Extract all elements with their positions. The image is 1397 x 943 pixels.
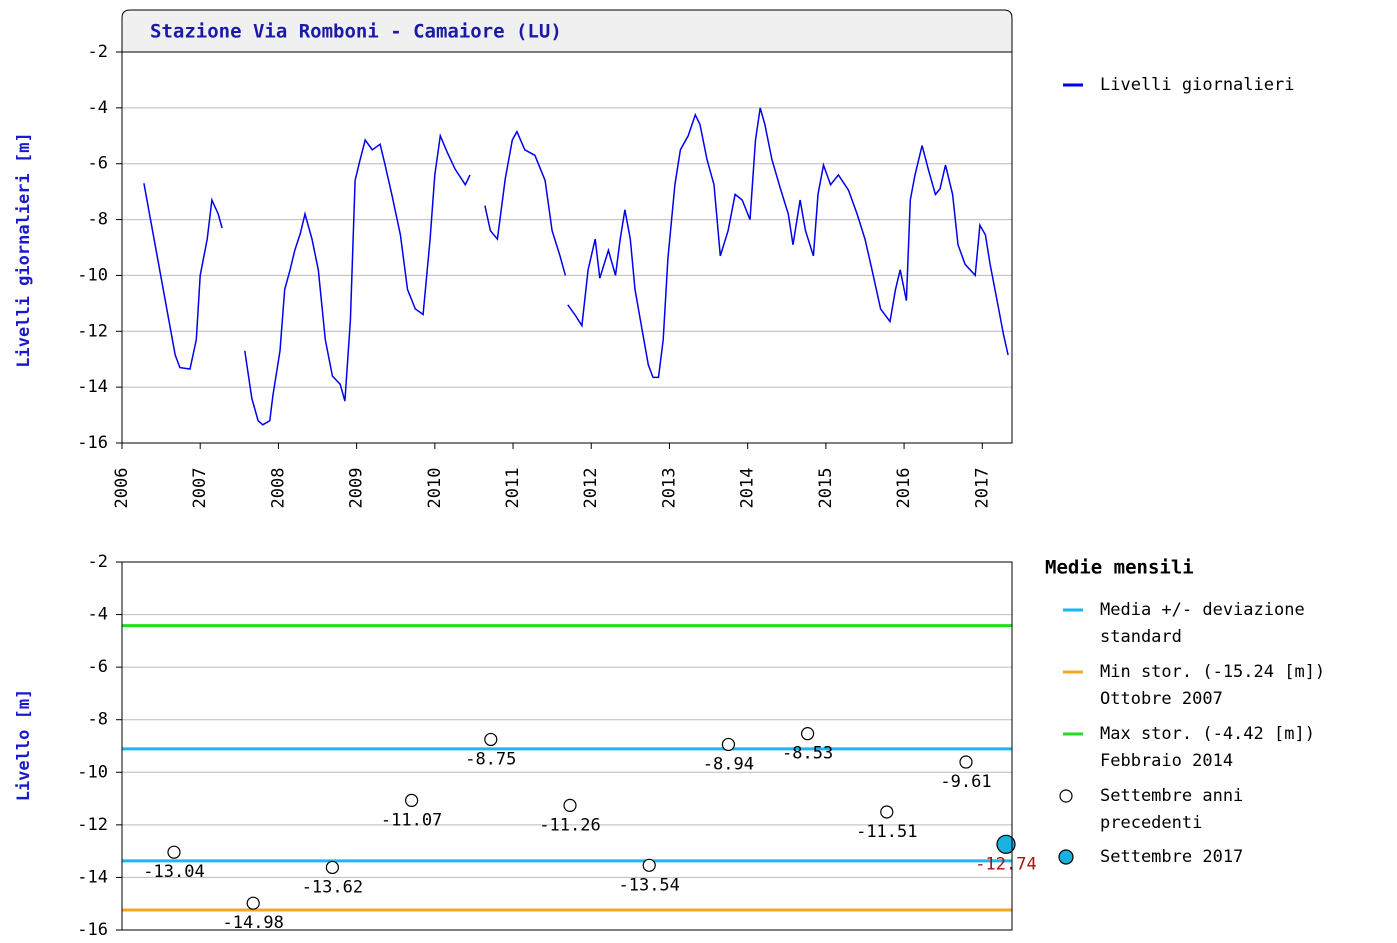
data-point [167,845,181,859]
data-point [325,860,339,875]
y-tick-label: -10 [77,265,108,285]
y-tick-label: -2 [88,42,108,62]
data-label: -11.51 [856,822,917,842]
y-tick-label: -6 [88,154,108,174]
legend-label: Ottobre 2007 [1100,689,1223,709]
x-tick-label: 2012 [581,468,601,509]
data-point [800,727,815,741]
y-tick-label: -10 [77,762,108,782]
y-tick-label: -12 [77,321,108,341]
x-tick-label: 2016 [894,468,914,509]
data-label: -13.62 [302,877,363,897]
y-tick-label: -12 [77,815,108,835]
x-tick-label: 2010 [425,468,445,509]
legend-marker [1059,789,1073,803]
x-tick-label: 2008 [268,468,288,509]
legend-label: Min stor. (-15.24 [m]) [1100,662,1325,682]
data-label: -12.74 [975,854,1036,874]
x-tick-label: 2014 [738,468,758,509]
x-tick-label: 2015 [816,468,836,509]
data-label: -13.54 [618,875,679,895]
y-tick-label: -2 [88,552,108,572]
legend-label: Settembre anni [1100,786,1243,806]
legend-label: precedenti [1100,813,1202,833]
x-tick-label: 2006 [112,468,132,509]
x-tick-label: 2007 [190,468,210,509]
data-point [405,793,419,808]
data-label: -8.94 [703,754,754,774]
chart-title: Stazione Via Romboni - Camaiore (LU) [150,21,562,43]
legend-title: Medie mensili [1045,557,1194,579]
y-tick-label: -4 [88,98,108,118]
data-point [959,755,973,769]
plot-frame [121,51,1013,444]
data-point [642,858,656,872]
title-box [121,9,1013,53]
x-tick-label: 2009 [347,468,367,509]
data-point [996,834,1016,854]
legend-label: Media +/- deviazione [1100,600,1305,620]
y-tick-label: -16 [77,433,108,453]
legend-label: Febbraio 2014 [1100,751,1233,771]
data-point [880,805,894,819]
y-tick-label: -14 [77,867,108,887]
data-point [563,798,577,813]
legend-label: Settembre 2017 [1100,847,1243,867]
y-tick-label: -8 [88,710,108,730]
y-tick-label: -6 [88,657,108,677]
y-tick-label: -8 [88,210,108,230]
y-axis-label: Livelli giornalieri [m] [14,132,34,367]
plot-frame [121,561,1013,931]
y-tick-label: -4 [88,605,108,625]
data-point [246,896,260,910]
data-label: -14.98 [222,913,283,933]
y-axis-label: Livello [m] [14,689,34,802]
data-point [484,732,498,747]
y-tick-label: -16 [77,920,108,940]
x-tick-label: 2013 [659,468,679,509]
data-label: -9.61 [940,772,991,792]
data-line [143,107,1009,426]
legend-label: standard [1100,627,1182,647]
data-label: -11.26 [539,815,600,835]
data-point [721,737,736,752]
legend-marker [1058,849,1074,865]
data-label: -8.53 [782,744,833,764]
data-label: -8.75 [465,749,516,769]
x-tick-label: 2017 [972,468,992,509]
data-label: -11.07 [381,810,442,830]
legend-label: Max stor. (-4.42 [m]) [1100,724,1315,744]
legend-label: Livelli giornalieri [1100,75,1294,95]
data-label: -13.04 [143,862,204,882]
x-tick-label: 2011 [503,468,523,509]
y-tick-label: -14 [77,377,108,397]
